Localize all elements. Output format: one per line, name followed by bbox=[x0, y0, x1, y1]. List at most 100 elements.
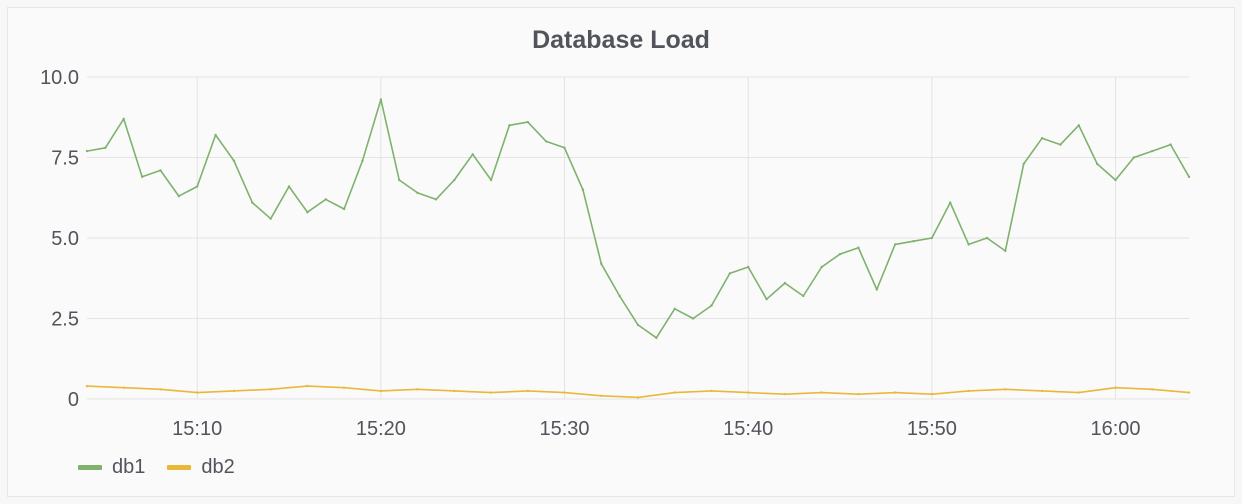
data-point-db1 bbox=[857, 246, 860, 249]
data-point-db2 bbox=[232, 389, 236, 393]
y-tick-label: 2.5 bbox=[51, 309, 79, 331]
data-point-db2 bbox=[783, 392, 787, 396]
data-point-db1 bbox=[526, 120, 529, 124]
data-point-db1 bbox=[673, 307, 676, 311]
data-point-db2 bbox=[930, 392, 934, 396]
data-point-db2 bbox=[342, 386, 346, 389]
data-point-db1 bbox=[177, 194, 181, 198]
data-point-db1 bbox=[196, 185, 199, 188]
data-point-db2 bbox=[563, 391, 566, 394]
data-point-db1 bbox=[416, 191, 419, 195]
data-point-db1 bbox=[875, 288, 878, 291]
data-point-db1 bbox=[985, 236, 989, 240]
x-tick-label: 15:20 bbox=[356, 418, 406, 440]
data-point-db2 bbox=[85, 384, 89, 388]
data-point-db2 bbox=[453, 389, 456, 393]
data-point-db1 bbox=[1095, 162, 1099, 166]
data-point-db1 bbox=[379, 98, 383, 101]
data-point-db1 bbox=[655, 336, 658, 340]
x-tick-label: 15:10 bbox=[172, 418, 222, 440]
data-point-db2 bbox=[1040, 389, 1044, 393]
data-point-db2 bbox=[600, 394, 603, 397]
data-point-db1 bbox=[949, 201, 952, 204]
data-point-db2 bbox=[1151, 388, 1154, 391]
data-point-db2 bbox=[269, 388, 272, 391]
data-point-db1 bbox=[122, 117, 125, 121]
data-point-db1 bbox=[232, 159, 236, 162]
data-point-db1 bbox=[1077, 124, 1081, 127]
data-point-db1 bbox=[893, 243, 897, 246]
data-point-db1 bbox=[691, 317, 695, 320]
data-point-db1 bbox=[912, 240, 915, 243]
data-point-db1 bbox=[563, 146, 566, 150]
data-point-db1 bbox=[104, 146, 107, 150]
data-point-db1 bbox=[287, 185, 291, 188]
data-point-db2 bbox=[526, 389, 529, 393]
data-point-db1 bbox=[85, 149, 89, 153]
data-point-db2 bbox=[489, 391, 493, 394]
series-line-db1 bbox=[86, 98, 1190, 339]
x-tick-label: 15:50 bbox=[907, 418, 957, 440]
data-point-db1 bbox=[471, 153, 474, 156]
data-point-db2 bbox=[747, 391, 750, 394]
legend-item-db1[interactable]: db1 bbox=[78, 456, 145, 479]
data-point-db1 bbox=[1114, 178, 1117, 182]
data-point-db1 bbox=[967, 243, 970, 246]
series-line-db2 bbox=[86, 385, 1190, 399]
legend-label-db1: db1 bbox=[112, 456, 146, 478]
data-point-db1 bbox=[269, 217, 272, 220]
panel-title[interactable]: Database Load bbox=[532, 26, 710, 54]
data-point-db1 bbox=[783, 281, 787, 285]
data-point-db1 bbox=[1187, 175, 1191, 179]
data-point-db1 bbox=[1132, 156, 1136, 159]
x-tick-label: 15:30 bbox=[540, 418, 590, 440]
data-point-db1 bbox=[140, 175, 144, 179]
data-point-db1 bbox=[324, 198, 327, 201]
data-point-db1 bbox=[453, 178, 456, 182]
legend-swatch-db2 bbox=[167, 465, 192, 470]
data-point-db1 bbox=[1059, 143, 1062, 146]
data-point-db1 bbox=[342, 207, 346, 211]
data-point-db1 bbox=[838, 252, 842, 256]
data-point-db2 bbox=[857, 392, 860, 396]
legend-item-db2[interactable]: db2 bbox=[167, 456, 235, 479]
data-point-db1 bbox=[214, 133, 217, 137]
line-chart[interactable]: 0 2.5 5.0 7.5 10.0 15:10 15:20 15:30 15:40 15:50 1… bbox=[8, 8, 1236, 448]
data-point-db1 bbox=[1040, 136, 1044, 140]
data-point-db2 bbox=[379, 389, 383, 393]
data-point-db1 bbox=[434, 198, 438, 201]
data-point-db1 bbox=[1022, 162, 1025, 166]
legend-label-db2: db2 bbox=[201, 456, 235, 478]
data-point-db2 bbox=[1114, 386, 1117, 389]
data-point-db2 bbox=[1004, 388, 1007, 391]
data-point-db2 bbox=[636, 396, 640, 399]
legend: db1 db2 bbox=[78, 456, 235, 479]
data-point-db1 bbox=[1169, 143, 1172, 146]
data-point-db2 bbox=[1077, 391, 1081, 394]
data-point-db2 bbox=[673, 391, 676, 394]
y-tick-label: 10.0 bbox=[40, 67, 79, 89]
data-point-db1 bbox=[802, 294, 805, 298]
y-tick-label: 5.0 bbox=[51, 228, 79, 250]
data-point-db2 bbox=[159, 388, 162, 391]
y-tick-label: 0 bbox=[68, 389, 79, 411]
x-tick-label: 16:00 bbox=[1091, 418, 1141, 440]
data-point-db1 bbox=[159, 169, 162, 172]
data-point-db1 bbox=[306, 211, 309, 214]
data-point-db1 bbox=[710, 304, 713, 307]
data-point-db1 bbox=[820, 265, 823, 269]
legend-swatch-db1 bbox=[78, 465, 102, 470]
data-point-db1 bbox=[489, 178, 493, 182]
data-point-db1 bbox=[1151, 149, 1154, 153]
data-point-db1 bbox=[251, 201, 254, 204]
data-point-db2 bbox=[893, 391, 897, 394]
graph-panel: Database Load 0 2.5 5.0 7.5 10.0 15:10 15:20 15… bbox=[7, 7, 1235, 497]
data-point-db1 bbox=[600, 262, 603, 265]
data-point-db2 bbox=[306, 384, 309, 388]
data-point-db1 bbox=[1004, 249, 1007, 253]
data-point-db2 bbox=[416, 388, 419, 391]
data-point-db1 bbox=[728, 272, 732, 275]
data-point-db2 bbox=[122, 386, 125, 389]
data-point-db2 bbox=[710, 389, 713, 393]
data-point-db1 bbox=[930, 236, 934, 240]
